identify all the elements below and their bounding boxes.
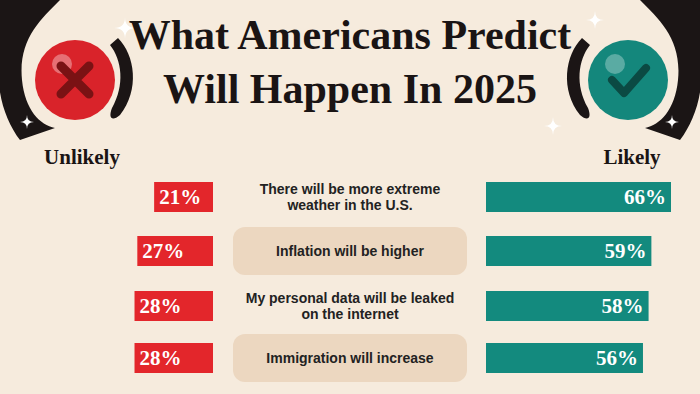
bar bbox=[486, 343, 643, 373]
sparkle bbox=[586, 11, 604, 29]
decoration bbox=[0, 0, 700, 140]
sparkle bbox=[20, 115, 34, 129]
ball-highlight bbox=[605, 54, 625, 74]
category-label: My personal data will be leaked on the i… bbox=[238, 281, 462, 331]
label-panel bbox=[233, 334, 467, 382]
data-label: 28% bbox=[140, 294, 182, 318]
bars-likely bbox=[486, 182, 671, 373]
cross-icon bbox=[61, 66, 89, 94]
bars-unlikely bbox=[135, 182, 213, 373]
data-label: 56% bbox=[596, 346, 638, 370]
sparkle bbox=[665, 115, 679, 129]
bar bbox=[135, 343, 213, 373]
category-label: Inflation will be higher bbox=[238, 226, 462, 276]
data-label: 21% bbox=[159, 185, 201, 209]
legend-label: Unlikely bbox=[44, 145, 120, 169]
data-label: 59% bbox=[604, 239, 646, 263]
bar bbox=[137, 236, 213, 266]
crystal-ball bbox=[35, 40, 115, 120]
data-label: 58% bbox=[602, 294, 644, 318]
bar bbox=[486, 236, 651, 266]
label-panel bbox=[233, 227, 467, 275]
category-label: Immigration will increase bbox=[238, 333, 462, 383]
data-label: 66% bbox=[624, 185, 666, 209]
bar bbox=[486, 182, 671, 212]
category-label: There will be more extreme weather in th… bbox=[238, 172, 462, 222]
bar bbox=[154, 182, 213, 212]
bar bbox=[486, 291, 649, 321]
data-label: 28% bbox=[140, 346, 182, 370]
bar bbox=[135, 291, 213, 321]
check-icon bbox=[612, 68, 646, 93]
chart-title: What Americans Predict Will Happen In 20… bbox=[110, 8, 590, 116]
legend-label: Likely bbox=[603, 145, 661, 169]
crystal-ball bbox=[588, 40, 668, 120]
data-label: 27% bbox=[142, 239, 184, 263]
sparkle bbox=[544, 117, 562, 135]
